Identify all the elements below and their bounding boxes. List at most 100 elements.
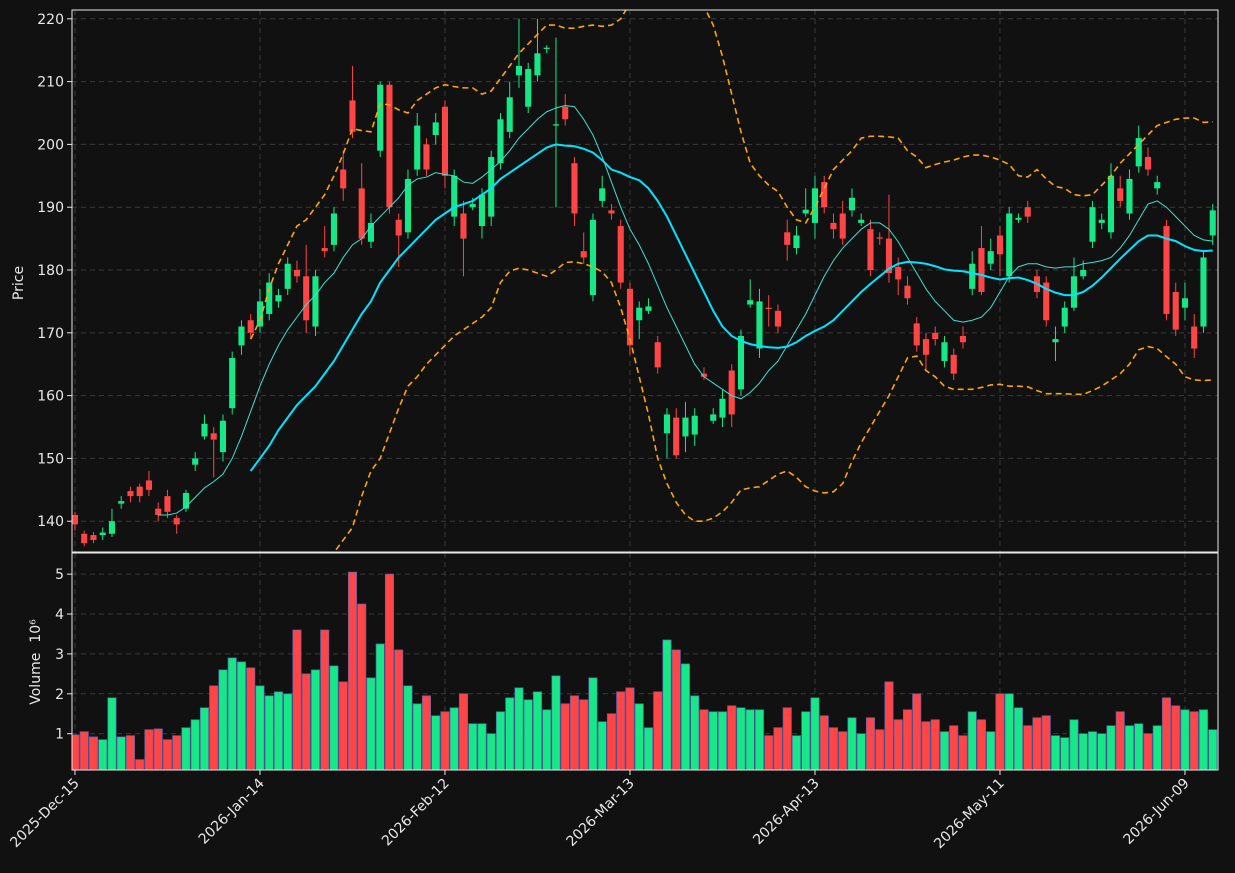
volume-bar: [653, 691, 663, 770]
candle-body: [950, 354, 957, 374]
volume-bar: [921, 721, 931, 770]
candle-body: [673, 417, 680, 456]
candle-body: [682, 417, 689, 437]
candle-body: [654, 342, 661, 368]
volume-bar: [440, 711, 450, 770]
volume-bar: [255, 685, 265, 770]
volume-bar: [1069, 719, 1079, 770]
volume-bar: [801, 711, 811, 770]
volume-bar: [847, 717, 857, 770]
volume-bar: [1004, 693, 1014, 770]
candle-body: [534, 53, 541, 76]
volume-bar: [162, 739, 172, 770]
candle-body: [747, 300, 754, 305]
candle-body: [1181, 298, 1189, 308]
price-panel: [72, 10, 1216, 552]
volume-bar: [542, 709, 552, 770]
volume-bar: [301, 673, 311, 770]
volume-bar: [292, 629, 302, 770]
volume-bar: [384, 573, 394, 770]
candle-body: [802, 209, 809, 214]
volume-bar: [717, 711, 727, 770]
x-tick-label: 2026-Feb-12: [379, 776, 453, 850]
volume-bar: [736, 707, 746, 770]
volume-bar: [532, 691, 542, 770]
volume-bar: [754, 709, 764, 770]
candle-body: [765, 307, 772, 309]
volume-bar: [1023, 725, 1033, 770]
volume-bar: [949, 725, 959, 770]
volume-bar: [745, 709, 755, 770]
volume-bar: [1041, 715, 1051, 770]
candle-body: [414, 125, 421, 170]
candle-body: [1024, 207, 1031, 217]
x-tick-label: 2026-Apr-13: [750, 776, 823, 849]
candle-body: [247, 320, 254, 333]
candle-body: [1006, 213, 1013, 277]
candle-body: [469, 204, 476, 208]
candle-body: [1154, 182, 1161, 189]
volume-bar: [810, 697, 820, 770]
candle-body: [1172, 291, 1179, 330]
volume-bar: [125, 735, 135, 770]
volume-bar: [431, 715, 441, 770]
candle-body: [617, 226, 624, 283]
volume-bar: [1134, 723, 1144, 770]
candle-body: [1135, 138, 1142, 167]
candle-body: [432, 122, 439, 135]
candle-body: [127, 491, 134, 497]
volume-bar: [320, 629, 330, 770]
volume-bar: [1013, 707, 1023, 770]
volume-bar: [967, 711, 977, 770]
volume-bar: [560, 703, 570, 770]
volume-bar: [930, 719, 940, 770]
volume-bar: [218, 669, 228, 770]
x-tick-label: 2025-Dec-15: [7, 776, 82, 851]
volume-bar: [1180, 709, 1190, 770]
candle-body: [210, 433, 217, 440]
volume-bar: [227, 657, 237, 770]
volume-bar: [699, 709, 709, 770]
volume-bar: [671, 649, 681, 770]
volume-bar: [468, 723, 478, 770]
candle-body: [201, 423, 208, 437]
volume-bar: [838, 731, 848, 770]
candle-body: [293, 270, 301, 277]
candle-body: [1080, 270, 1087, 277]
candle-body: [192, 458, 199, 465]
volume-bar: [606, 713, 616, 770]
candle-body: [913, 323, 920, 346]
y-axis-label: Price: [11, 266, 27, 300]
candle-body: [340, 169, 347, 189]
candle-body: [1191, 326, 1198, 349]
volume-bar: [912, 693, 922, 770]
volume-bar: [995, 693, 1005, 770]
overlay-line: [333, 261, 1213, 552]
volume-bar: [1050, 735, 1060, 770]
volume-bar: [773, 727, 783, 770]
overlay-line: [249, 10, 1213, 340]
candle-body: [719, 398, 726, 418]
candle-body: [839, 213, 846, 239]
volume-bar: [828, 727, 838, 770]
y-tick-label: 160: [37, 389, 64, 405]
candle-body: [284, 263, 291, 289]
candle-body: [1061, 307, 1068, 327]
candle-body: [821, 182, 828, 208]
candle-body: [423, 144, 430, 170]
volume-bar: [98, 739, 108, 770]
volume-bar: [366, 677, 376, 770]
candle-body: [978, 248, 985, 292]
volume-bar: [569, 695, 579, 770]
candle-body: [1200, 257, 1207, 327]
candle-body: [876, 237, 883, 239]
candle-body: [238, 326, 245, 346]
volume-tick-label: 4: [55, 607, 64, 623]
volume-tick-label: 2: [55, 687, 64, 703]
candle-body: [395, 219, 402, 236]
grid: [72, 10, 1218, 770]
volume-bar: [505, 697, 515, 770]
volume-bar: [107, 697, 117, 770]
candle-body: [506, 97, 513, 132]
volume-bar: [1161, 697, 1171, 770]
